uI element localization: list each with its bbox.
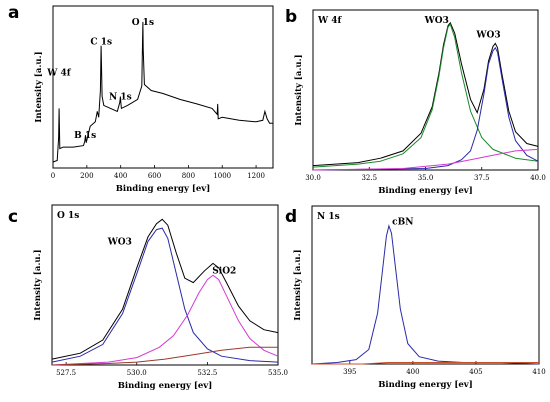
panel-b-y-axis-label: Intensity [a.u.] — [294, 54, 304, 125]
panel-a-xtick-label: 0 — [51, 172, 55, 180]
panel-c: 527.5 530.0 532.5 535.0 Binding energy [ev] I… — [33, 204, 288, 391]
panel-a-xtick-label: 1000 — [213, 172, 231, 180]
panel-b-series-3-line — [312, 148, 539, 171]
panel-a: 0 200 400 600 800 1000 1200 Binding energy [ev]… — [34, 5, 274, 194]
panel-c-series-3-line — [51, 346, 278, 366]
panel-b-x-axis-label: Binding energy [ev] — [378, 186, 473, 196]
panel-d-frame — [311, 205, 540, 365]
panel-b: 30.0 32.5 35.0 37.5 40.0 Binding energy [ev] I… — [294, 9, 546, 196]
panel-a-xtick-label: 800 — [182, 172, 195, 180]
panel-d: 395 400 405 410 Binding energy [ev] Intensity… — [293, 205, 546, 390]
panel-b-series-0-line — [312, 21, 539, 167]
panel-b-xtick-label: 37.5 — [474, 174, 490, 182]
panel-c-frame — [51, 204, 279, 366]
panel-a-y-axis-label: Intensity [a.u.] — [34, 51, 44, 122]
panel-a-x-axis-label: Binding energy [ev] — [116, 184, 211, 194]
panel-c-xtick-label: 532.5 — [197, 369, 217, 377]
panel-c-x-axis-label: Binding energy [ev] — [118, 381, 213, 391]
panel-d-y-axis-label: Intensity [a.u.] — [293, 249, 303, 320]
panel-b-annotation: WO3 — [475, 31, 500, 41]
panel-b-annotation: WO3 — [424, 16, 449, 26]
panel-d-annotation: cBN — [392, 217, 413, 227]
panel-c-series-1-line — [51, 227, 279, 363]
panel-c-series-2-line — [51, 274, 279, 366]
panel-b-letter: b — [285, 7, 297, 27]
panel-a-letter: a — [8, 3, 19, 23]
panel-b-xtick-label: 40.0 — [530, 174, 546, 182]
panel-c-annotation: WO3 — [107, 237, 132, 247]
panel-d-letter: d — [285, 207, 297, 227]
panel-b-series-1-line — [312, 23, 539, 168]
panel-d-xtick-label: 410 — [532, 368, 545, 376]
panel-d-series-0-line — [311, 224, 540, 365]
panel-a-annotation: W 4f — [46, 69, 72, 79]
panel-d-title: N 1s — [317, 212, 340, 222]
panel-a-xtick-label: 600 — [148, 172, 161, 180]
panel-b-xtick-label: 32.5 — [361, 174, 377, 182]
panel-c-xtick-label: 530.0 — [127, 369, 147, 377]
panel-c-xtick-label: 527.5 — [56, 369, 76, 377]
panel-a-series-0-line — [52, 21, 273, 163]
panel-a-xtick-label: 1200 — [247, 172, 265, 180]
panel-c-y-axis-label: Intensity [a.u.] — [33, 249, 43, 320]
panel-d-series-1-line — [312, 362, 539, 365]
panel-b-xtick-label: 30.0 — [305, 174, 321, 182]
panel-a-annotation: C 1s — [90, 37, 112, 47]
panel-a-annotation: O 1s — [132, 18, 154, 28]
panel-c-letter: c — [8, 207, 18, 227]
panel-a-xtick-label: 400 — [114, 172, 127, 180]
panel-d-xtick-label: 405 — [469, 368, 482, 376]
panel-c-title: O 1s — [57, 211, 79, 221]
panel-d-xtick-label: 400 — [406, 368, 419, 376]
panel-d-xtick-label: 395 — [343, 368, 356, 376]
panel-c-xtick-label: 535.0 — [268, 369, 288, 377]
panel-c-annotation: SiO2 — [212, 267, 236, 277]
panel-b-title: W 4f — [317, 16, 343, 26]
panel-a-xtick-label: 200 — [80, 172, 93, 180]
panel-b-xtick-label: 35.0 — [418, 174, 434, 182]
panel-a-annotation: B 1s — [74, 131, 96, 141]
panel-c-series-0-line — [51, 218, 279, 360]
panel-a-frame — [52, 5, 274, 169]
panel-a-annotation: N 1s — [109, 92, 132, 102]
panel-d-x-axis-label: Binding energy [ev] — [378, 380, 473, 390]
